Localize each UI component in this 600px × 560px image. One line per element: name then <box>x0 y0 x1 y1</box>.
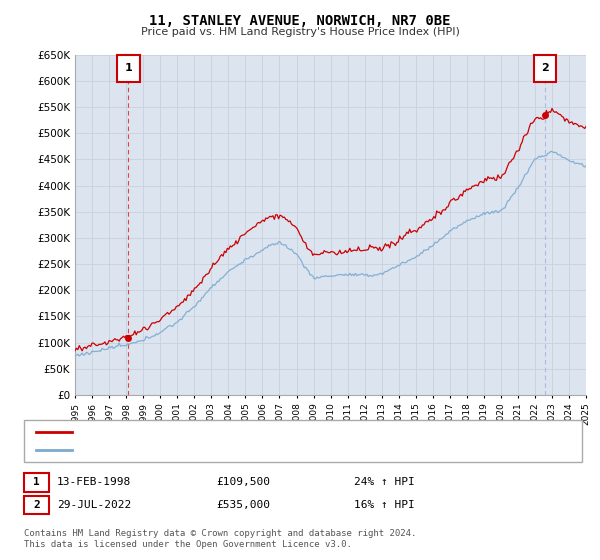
Text: 29-JUL-2022: 29-JUL-2022 <box>57 500 131 510</box>
Text: 11, STANLEY AVENUE, NORWICH, NR7 0BE (detached house): 11, STANLEY AVENUE, NORWICH, NR7 0BE (de… <box>84 427 395 437</box>
Text: £109,500: £109,500 <box>216 477 270 487</box>
Text: Contains HM Land Registry data © Crown copyright and database right 2024.
This d: Contains HM Land Registry data © Crown c… <box>24 529 416 549</box>
Text: 24% ↑ HPI: 24% ↑ HPI <box>354 477 415 487</box>
Text: 2: 2 <box>541 63 549 73</box>
Text: 11, STANLEY AVENUE, NORWICH, NR7 0BE: 11, STANLEY AVENUE, NORWICH, NR7 0BE <box>149 14 451 28</box>
Text: 1: 1 <box>33 477 40 487</box>
Text: 1: 1 <box>124 63 132 73</box>
Text: 2: 2 <box>33 500 40 510</box>
Text: £535,000: £535,000 <box>216 500 270 510</box>
Text: 16% ↑ HPI: 16% ↑ HPI <box>354 500 415 510</box>
Text: HPI: Average price, detached house, Norwich: HPI: Average price, detached house, Norw… <box>84 445 337 455</box>
Text: Price paid vs. HM Land Registry's House Price Index (HPI): Price paid vs. HM Land Registry's House … <box>140 27 460 37</box>
Text: 13-FEB-1998: 13-FEB-1998 <box>57 477 131 487</box>
